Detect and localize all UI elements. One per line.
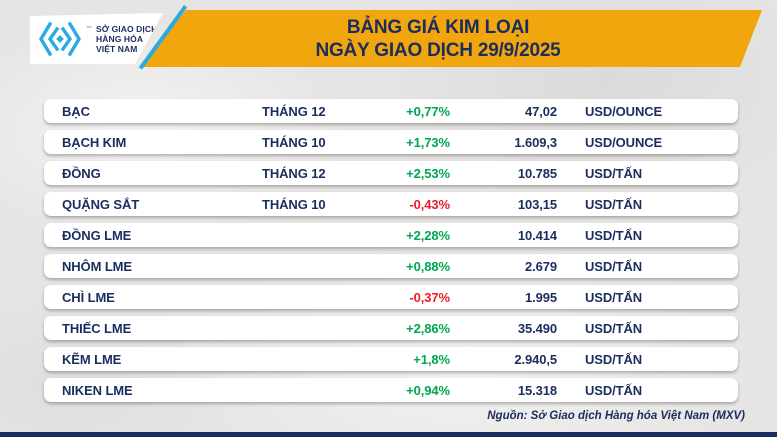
- price-value: 10.414: [517, 227, 557, 243]
- page-title: BẢNG GIÁ KIM LOẠI: [346, 16, 530, 38]
- price-row: ĐỒNG THÁNG 12 +2,53% 10.785 USD/TẤN: [44, 161, 738, 185]
- price-value: 47,02: [524, 103, 557, 119]
- change-value: +0,77%: [406, 103, 450, 119]
- price-value: 15.318: [517, 382, 557, 398]
- logo-line-1: SỞ GIAO DỊCH: [96, 23, 158, 34]
- change-value: +1,8%: [413, 351, 450, 367]
- price-row: CHÌ LME -0,37% 1.995 USD/TẤN: [44, 285, 738, 309]
- price-row: THIẾC LME +2,86% 35.490 USD/TẤN: [44, 316, 738, 340]
- change-value: +0,88%: [406, 258, 450, 274]
- change-value: +0,94%: [406, 382, 450, 398]
- contract-month: THÁNG 10: [262, 134, 326, 150]
- commodity-name: KẼM LME: [62, 351, 122, 367]
- unit-label: USD/TẤN: [585, 320, 643, 336]
- change-value: +2,53%: [406, 165, 450, 181]
- logo-line-3: VIỆT NAM: [96, 43, 138, 54]
- contract-month: THÁNG 12: [262, 103, 326, 119]
- commodity-name: NIKEN LME: [62, 382, 133, 398]
- commodity-name: CHÌ LME: [62, 289, 115, 305]
- unit-label: USD/TẤN: [585, 289, 643, 305]
- trading-date-subtitle: NGÀY GIAO DỊCH 29/9/2025: [315, 39, 561, 61]
- price-row: ĐỒNG LME +2,28% 10.414 USD/TẤN: [44, 223, 738, 247]
- logo-line-2: HÀNG HÓA: [96, 33, 144, 44]
- commodity-name: ĐỒNG LME: [62, 227, 132, 243]
- price-row: BẠCH KIM THÁNG 10 +1,73% 1.609,3 USD/OUN…: [44, 130, 738, 154]
- change-value: +2,86%: [406, 320, 450, 336]
- contract-month: THÁNG 10: [262, 196, 326, 212]
- unit-label: USD/TẤN: [585, 165, 643, 181]
- mxv-logo-icon: [38, 21, 82, 57]
- price-value: 2.679: [524, 258, 557, 274]
- price-row: QUẶNG SẮT THÁNG 10 -0,43% 103,15 USD/TẤN: [44, 192, 738, 216]
- mxv-logo-text: SỞ GIAO DỊCH HÀNG HÓA VIỆT NAM: [96, 24, 157, 54]
- change-value: +1,73%: [406, 134, 450, 150]
- price-value: 103,15: [517, 196, 557, 212]
- commodity-name: QUẶNG SẮT: [62, 196, 140, 212]
- trademark-mark: ™: [86, 26, 92, 32]
- price-row: KẼM LME +1,8% 2.940,5 USD/TẤN: [44, 347, 738, 371]
- unit-label: USD/TẤN: [585, 227, 643, 243]
- price-value: 35.490: [517, 320, 557, 336]
- mxv-logo-card: ™ SỞ GIAO DỊCH HÀNG HÓA VIỆT NAM: [30, 13, 163, 64]
- source-note: Nguồn: Sở Giao dịch Hàng hóa Việt Nam (M…: [487, 410, 745, 422]
- price-value: 10.785: [517, 165, 557, 181]
- commodity-name: THIẾC LME: [62, 320, 132, 336]
- price-value: 1.995: [524, 289, 557, 305]
- commodity-name: ĐỒNG: [62, 165, 101, 181]
- unit-label: USD/TẤN: [585, 258, 643, 274]
- unit-label: USD/TẤN: [585, 196, 643, 212]
- commodity-name: BẠC: [62, 103, 90, 119]
- price-value: 1.609,3: [514, 134, 557, 150]
- price-row: NHÔM LME +0,88% 2.679 USD/TẤN: [44, 254, 738, 278]
- price-row: NIKEN LME +0,94% 15.318 USD/TẤN: [44, 378, 738, 402]
- bottom-accent-bar: [0, 432, 777, 437]
- commodity-name: NHÔM LME: [62, 258, 132, 274]
- title-banner: BẢNG GIÁ KIM LOẠI NGÀY GIAO DỊCH 29/9/20…: [140, 10, 762, 67]
- price-table: BẠC THÁNG 12 +0,77% 47,02 USD/OUNCE BẠCH…: [44, 99, 738, 409]
- change-value: -0,37%: [409, 289, 450, 305]
- change-value: -0,43%: [409, 196, 450, 212]
- price-row: BẠC THÁNG 12 +0,77% 47,02 USD/OUNCE: [44, 99, 738, 123]
- unit-label: USD/TẤN: [585, 382, 643, 398]
- change-value: +2,28%: [406, 227, 450, 243]
- unit-label: USD/OUNCE: [585, 103, 663, 119]
- commodity-name: BẠCH KIM: [62, 134, 127, 150]
- price-value: 2.940,5: [514, 351, 557, 367]
- unit-label: USD/TẤN: [585, 351, 643, 367]
- contract-month: THÁNG 12: [262, 165, 326, 181]
- unit-label: USD/OUNCE: [585, 134, 663, 150]
